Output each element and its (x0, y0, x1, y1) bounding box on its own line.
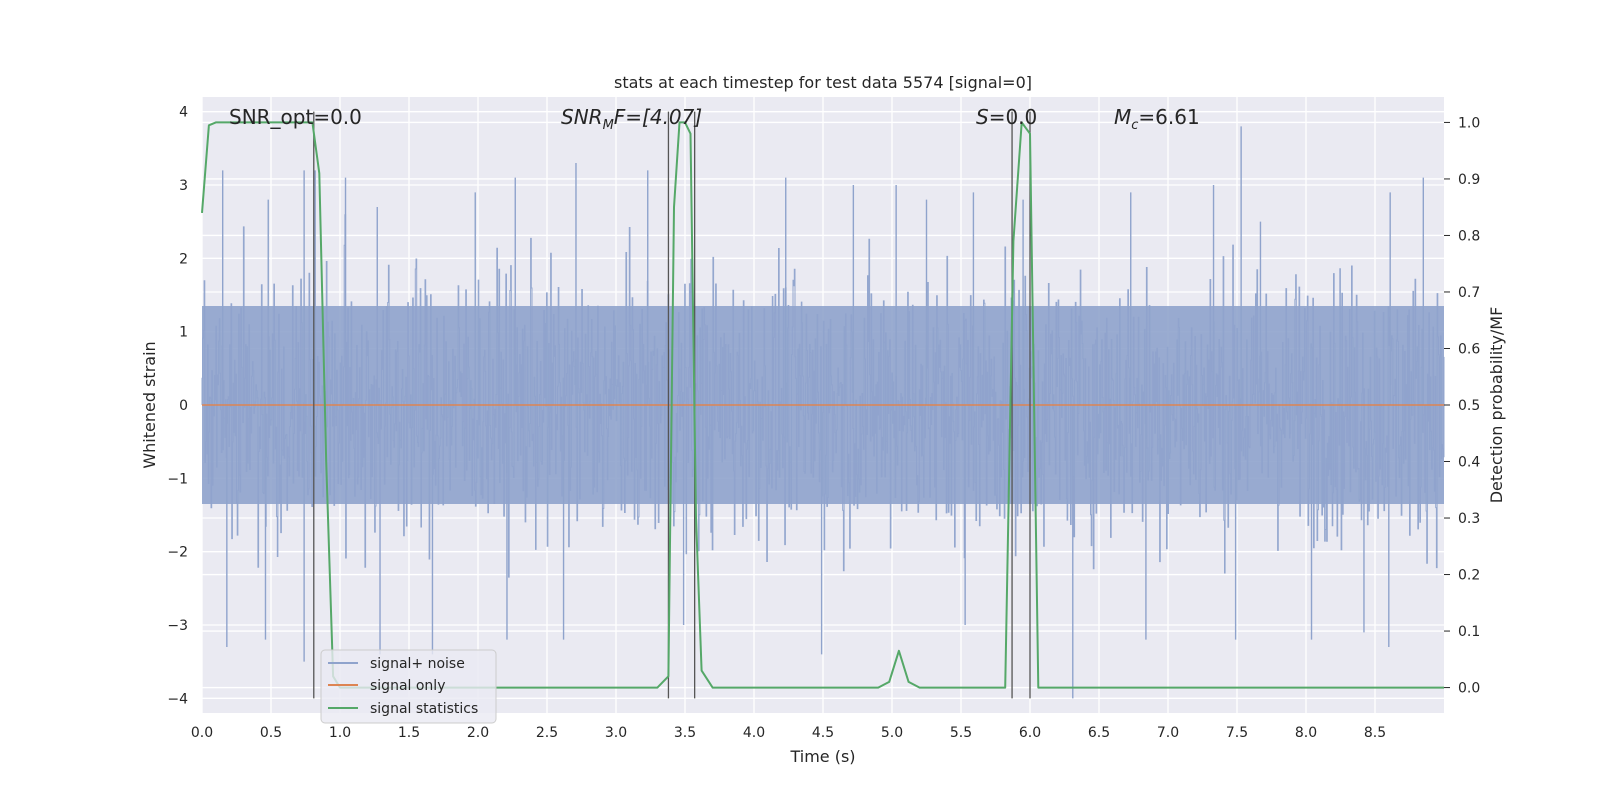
y-right-tick-label: 0.9 (1458, 172, 1480, 188)
y-right-tick-label: 0.6 (1458, 341, 1480, 357)
x-tick-label: 7.0 (1157, 725, 1179, 741)
series-signal-statistics (201, 121, 1444, 689)
x-tick-label: 5.5 (950, 725, 972, 741)
x-tick-label: 2.5 (536, 725, 558, 741)
y-right-tick-label: 0.2 (1458, 568, 1480, 584)
legend-label-signal-noise: signal+ noise (370, 656, 465, 672)
y-right-tick-label: 0.8 (1458, 228, 1480, 244)
y-axis-right-ticks: 1.0 0.9 0.8 0.7 0.6 0.5 0.4 0.3 0.2 0.1 0.0 (1444, 115, 1480, 697)
x-tick-label: 0.0 (191, 725, 213, 741)
x-tick-label: 8.5 (1364, 725, 1386, 741)
y-tick-label: 3 (179, 178, 188, 194)
chart-title: stats at each timestep for test data 557… (614, 73, 1032, 92)
series-line-signal-statistics (201, 121, 1444, 689)
annotation-mc-sub: c (1131, 118, 1138, 133)
legend-label-signal-statistics: signal statistics (370, 701, 478, 717)
annotation-snr-mf: SNRMF=[4.07] (561, 105, 702, 133)
annotation-mc: Mc=6.61 (1114, 105, 1200, 133)
y-right-tick-label: 0.5 (1458, 398, 1480, 414)
y-tick-label: 1 (179, 325, 188, 341)
x-tick-label: 6.5 (1088, 725, 1110, 741)
annotation-mc-rest: =6.61 (1138, 105, 1199, 129)
y-right-tick-label: 0.7 (1458, 285, 1480, 301)
x-tick-label: 2.0 (467, 725, 489, 741)
legend: signal+ noise signal only signal statist… (320, 649, 497, 724)
annotation-snr-opt: SNR_opt=0.0 (229, 105, 362, 129)
x-tick-label: 0.5 (260, 725, 282, 741)
x-axis-label: Time (s) (789, 747, 855, 766)
annotation-snr-mf-sub: M (603, 118, 614, 133)
legend-label-signal-only: signal only (370, 678, 445, 694)
y-axis-ticks: 4 3 2 1 0 −1 −2 −3 −4 (167, 105, 188, 708)
x-tick-label: 4.5 (812, 725, 834, 741)
x-tick-label: 4.0 (743, 725, 765, 741)
x-tick-label: 5.0 (881, 725, 903, 741)
x-tick-label: 7.5 (1226, 725, 1248, 741)
y-right-tick-label: 1.0 (1458, 115, 1480, 131)
x-axis-ticks: 0.0 0.5 1.0 1.5 2.0 2.5 3.0 3.5 4.0 4.5 5.0 5.5 6.0 6… (191, 725, 1386, 741)
y-tick-label: −3 (167, 618, 188, 634)
y-right-tick-label: 0.0 (1458, 681, 1480, 697)
y-axis-right-label: Detection probability/MF (1487, 307, 1506, 504)
legend-frame (320, 649, 497, 724)
y-tick-label: 0 (179, 398, 188, 414)
x-tick-label: 6.0 (1019, 725, 1041, 741)
annotation-mc-base: M (1114, 105, 1131, 129)
x-tick-label: 3.0 (605, 725, 627, 741)
y-right-tick-label: 0.3 (1458, 511, 1480, 527)
y-tick-label: 2 (179, 251, 188, 267)
annotation-s-rest: =0.0 (989, 105, 1038, 129)
y-tick-label: 4 (179, 105, 188, 121)
x-tick-label: 1.5 (398, 725, 420, 741)
y-tick-label: −1 (167, 471, 188, 487)
x-tick-label: 1.0 (329, 725, 351, 741)
y-tick-label: −4 (167, 691, 188, 707)
annotation-s-label: S (976, 105, 989, 129)
annotation-snr-mf-rest: F=[4.07] (614, 105, 702, 129)
annotation-s: S=0.0 (976, 105, 1037, 129)
annotation-snr-mf-base: SNR (561, 105, 603, 129)
y-axis-label: Whitened strain (140, 341, 159, 468)
x-tick-label: 3.5 (674, 725, 696, 741)
x-tick-label: 8.0 (1295, 725, 1317, 741)
y-right-tick-label: 0.4 (1458, 455, 1480, 471)
y-tick-label: −2 (167, 545, 188, 561)
y-right-tick-label: 0.1 (1458, 624, 1480, 640)
